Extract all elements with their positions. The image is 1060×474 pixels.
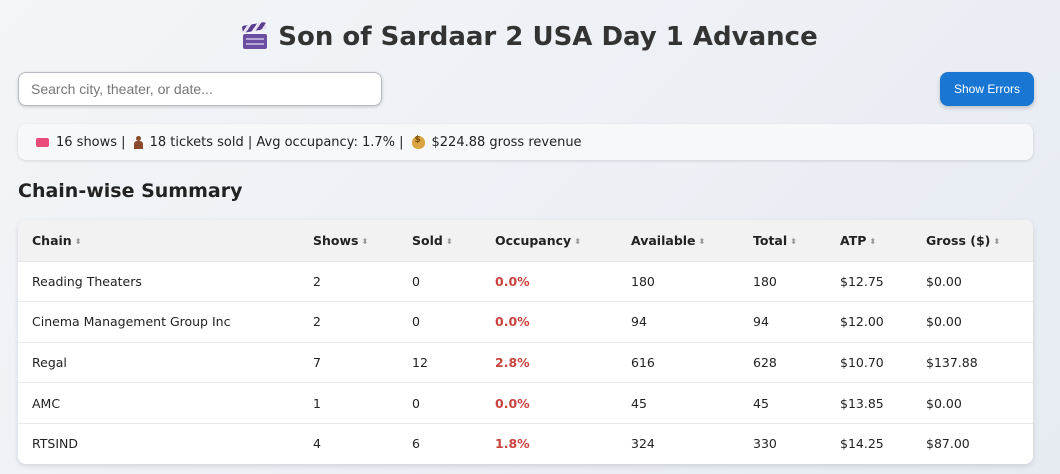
cell-gross: $0.00 (926, 273, 962, 289)
sort-icon[interactable]: ⬍ (790, 236, 797, 246)
cell-shows: 4 (313, 436, 321, 452)
column-header-label: Occupancy (495, 232, 572, 248)
column-header-chain[interactable]: Chain ⬍ (18, 220, 313, 261)
section-heading: Chain-wise Summary (18, 180, 243, 202)
cell-total: 628 (753, 354, 777, 370)
column-header-label: Gross ($) (926, 232, 991, 248)
cell-shows: 2 (313, 314, 321, 330)
cell-shows: 1 (313, 395, 321, 411)
summary-bar: 16 shows | 18 tickets sold | Avg occupan… (18, 124, 1033, 160)
cell-sold: 12 (412, 354, 428, 370)
cell-available: 324 (631, 436, 655, 452)
column-header-total[interactable]: Total ⬍ (753, 220, 840, 261)
column-header-gross[interactable]: Gross ($) ⬍ (926, 220, 1033, 261)
show-errors-button[interactable]: Show Errors (940, 72, 1034, 106)
money-bag-icon (411, 135, 425, 149)
sort-icon[interactable]: ⬍ (574, 236, 581, 246)
cell-sold: 6 (412, 436, 420, 452)
table-row: AMC 1 0 0.0% 45 45 $13.85 $0.00 (18, 382, 1033, 424)
summary-shows: 16 shows | (56, 134, 126, 150)
cell-occupancy: 0.0% (495, 273, 530, 289)
cell-total: 330 (753, 436, 777, 452)
table-header-row: Chain ⬍ Shows ⬍ Sold ⬍ Occupancy ⬍ Available ⬍ Tot… (18, 220, 1033, 261)
summary-tickets: 18 tickets sold | Avg occupancy: 1.7% | (149, 134, 404, 150)
cell-atp: $13.85 (840, 395, 884, 411)
column-header-occupancy[interactable]: Occupancy ⬍ (495, 220, 631, 261)
table-row: Cinema Management Group Inc 2 0 0.0% 94 94 $12… (18, 301, 1033, 343)
cell-gross: $137.88 (926, 354, 978, 370)
clapper-board-icon (242, 21, 268, 49)
table-row: Reading Theaters 2 0 0.0% 180 180 $12.75 $0.00 (18, 261, 1033, 302)
search-input[interactable] (18, 72, 382, 106)
cell-gross: $0.00 (926, 314, 962, 330)
column-header-shows[interactable]: Shows ⬍ (313, 220, 412, 261)
cell-occupancy: 2.8% (495, 354, 530, 370)
cell-total: 180 (753, 273, 777, 289)
column-header-label: ATP (840, 232, 867, 248)
cell-occupancy: 0.0% (495, 395, 530, 411)
cell-shows: 2 (313, 273, 321, 289)
cell-sold: 0 (412, 273, 420, 289)
page-title-text: Son of Sardaar 2 USA Day 1 Advance (278, 22, 818, 52)
sort-icon[interactable]: ⬍ (698, 236, 706, 246)
page-title: Son of Sardaar 2 USA Day 1 Advance (0, 21, 1060, 52)
cell-available: 180 (631, 273, 655, 289)
column-header-label: Available (631, 232, 696, 248)
cell-chain: Regal (32, 354, 67, 370)
cell-available: 94 (631, 314, 647, 330)
cell-gross: $87.00 (926, 436, 970, 452)
column-header-label: Chain (32, 232, 72, 248)
cell-sold: 0 (412, 314, 420, 330)
cell-occupancy: 1.8% (495, 436, 530, 452)
table-row: RTSIND 4 6 1.8% 324 330 $14.25 $87.00 (18, 423, 1033, 464)
cell-sold: 0 (412, 395, 420, 411)
cell-available: 616 (631, 354, 655, 370)
column-header-available[interactable]: Available ⬍ (631, 220, 753, 261)
cell-atp: $10.70 (840, 354, 884, 370)
sort-icon[interactable]: ⬍ (993, 236, 1001, 246)
sort-icon[interactable]: ⬍ (361, 236, 369, 246)
sort-icon[interactable]: ⬍ (74, 236, 82, 246)
cell-chain: Cinema Management Group Inc (32, 314, 231, 330)
column-header-atp[interactable]: ATP ⬍ (840, 220, 926, 261)
cell-atp: $12.00 (840, 314, 884, 330)
cell-available: 45 (631, 395, 647, 411)
column-header-label: Shows (313, 232, 359, 248)
cell-chain: AMC (32, 395, 61, 411)
cell-gross: $0.00 (926, 395, 962, 411)
column-header-sold[interactable]: Sold ⬍ (412, 220, 495, 261)
sort-icon[interactable]: ⬍ (869, 236, 877, 246)
person-icon (133, 135, 143, 149)
cell-shows: 7 (313, 354, 321, 370)
ticket-icon (36, 137, 49, 147)
summary-gross: $224.88 gross revenue (431, 134, 582, 150)
column-header-label: Total (753, 232, 788, 248)
table-row: Regal 7 12 2.8% 616 628 $10.70 $137.88 (18, 342, 1033, 383)
cell-total: 45 (753, 395, 769, 411)
cell-atp: $14.25 (840, 436, 884, 452)
cell-total: 94 (753, 314, 769, 330)
sort-icon[interactable]: ⬍ (445, 236, 453, 246)
cell-chain: Reading Theaters (32, 273, 142, 289)
cell-chain: RTSIND (32, 436, 79, 452)
cell-occupancy: 0.0% (495, 314, 530, 330)
cell-atp: $12.75 (840, 273, 884, 289)
column-header-label: Sold (412, 232, 443, 248)
chain-summary-table: Chain ⬍ Shows ⬍ Sold ⬍ Occupancy ⬍ Available ⬍ Tot… (18, 220, 1033, 464)
